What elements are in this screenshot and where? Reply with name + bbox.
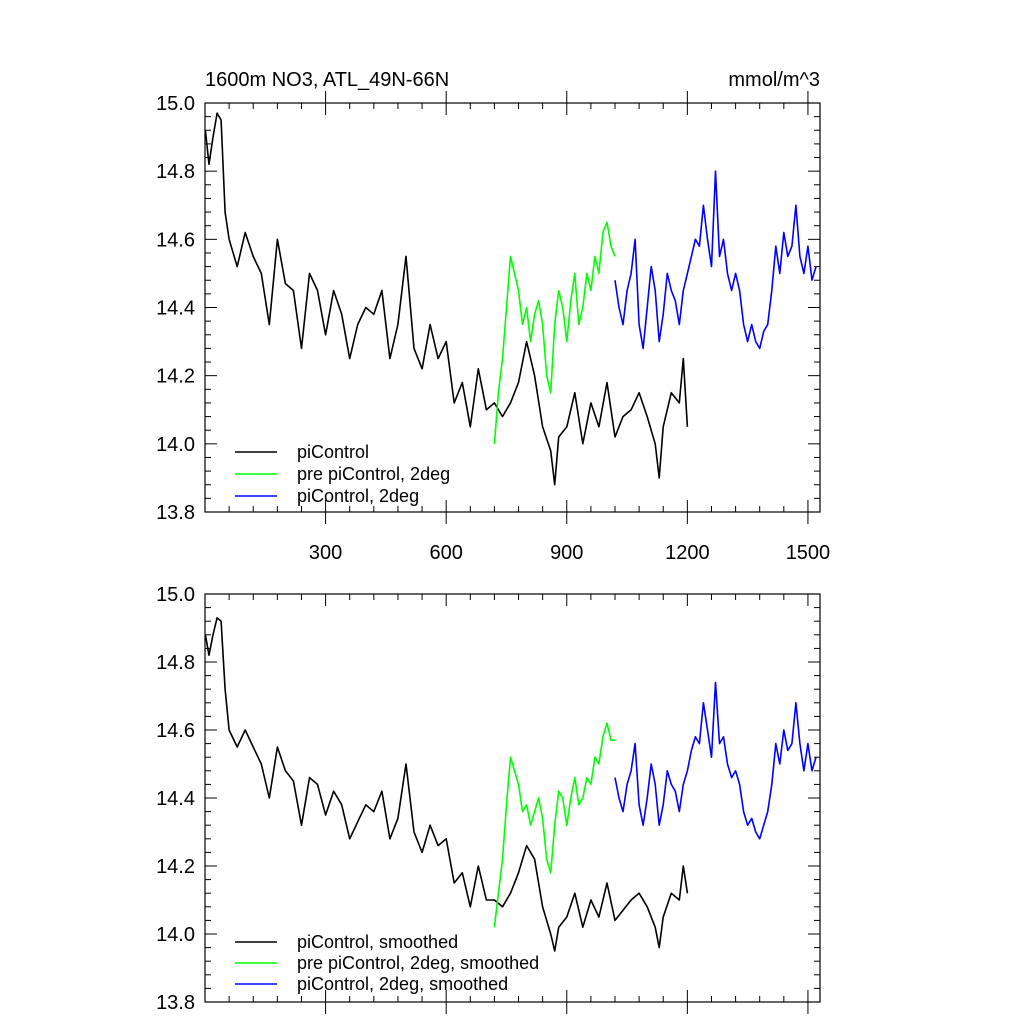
y-tick-label: 14.8: [156, 161, 195, 183]
series-line: [493, 221, 616, 444]
y-tick-label: 14.0: [156, 434, 195, 456]
chart-panel-top: 1600m NO3, ATL_49N-66N mmol/m^3 13.8 14.0…: [156, 69, 830, 564]
legend-label: piControl, 2deg, smoothed: [297, 974, 508, 994]
axis-ticks-bottom: [205, 593, 820, 1014]
y-tick-label: 15.0: [156, 93, 195, 115]
plot-area-top: [204, 112, 817, 486]
series-line: [204, 112, 689, 486]
legend-label: pre piControl, 2deg, smoothed: [297, 953, 539, 973]
y-tick-label: 13.8: [156, 992, 195, 1014]
y-tick-label: 14.6: [156, 720, 195, 742]
y-tick-label: 14.4: [156, 788, 195, 810]
legend-label: piControl, 2deg: [297, 486, 419, 506]
units-label: mmol/m^3: [728, 69, 820, 91]
plot-area-bottom: [204, 616, 817, 952]
legend-label: pre piControl, 2deg: [297, 464, 450, 484]
y-tick-label: 15.0: [156, 584, 195, 606]
plot-frame-top: [204, 102, 821, 513]
x-tick-label: 600: [429, 542, 462, 564]
series-line: [614, 170, 817, 350]
chart-panel-bottom: 13.8 14.0 14.2 14.4 14.6 14.8 15.0 piControl, …: [156, 584, 821, 1014]
plot-frame-bottom: [204, 593, 821, 1003]
y-tick-label: 14.0: [156, 924, 195, 946]
legend-label: piControl, smoothed: [297, 932, 458, 952]
chart-title: 1600m NO3, ATL_49N-66N: [205, 69, 449, 91]
x-tick-label: 1500: [786, 542, 831, 564]
series-line: [614, 681, 817, 840]
legend-label: piControl: [297, 442, 369, 462]
x-tick-label: 300: [309, 542, 342, 564]
series-line: [204, 616, 689, 952]
y-tick-label: 13.8: [156, 502, 195, 524]
y-tick-label: 14.6: [156, 229, 195, 251]
y-tick-label: 14.8: [156, 652, 195, 674]
series-line: [493, 722, 615, 928]
y-tick-label: 14.2: [156, 366, 195, 388]
y-tick-label: 14.2: [156, 856, 195, 878]
x-tick-label: 1200: [665, 542, 710, 564]
y-axis-top: 13.8 14.0 14.2 14.4 14.6 14.8 15.0: [156, 93, 195, 524]
y-axis-bottom: 13.8 14.0 14.2 14.4 14.6 14.8 15.0: [156, 584, 195, 1014]
x-tick-label: 900: [550, 542, 583, 564]
x-axis-top: 300 600 900 1200 1500: [309, 542, 830, 564]
y-tick-label: 14.4: [156, 298, 195, 320]
